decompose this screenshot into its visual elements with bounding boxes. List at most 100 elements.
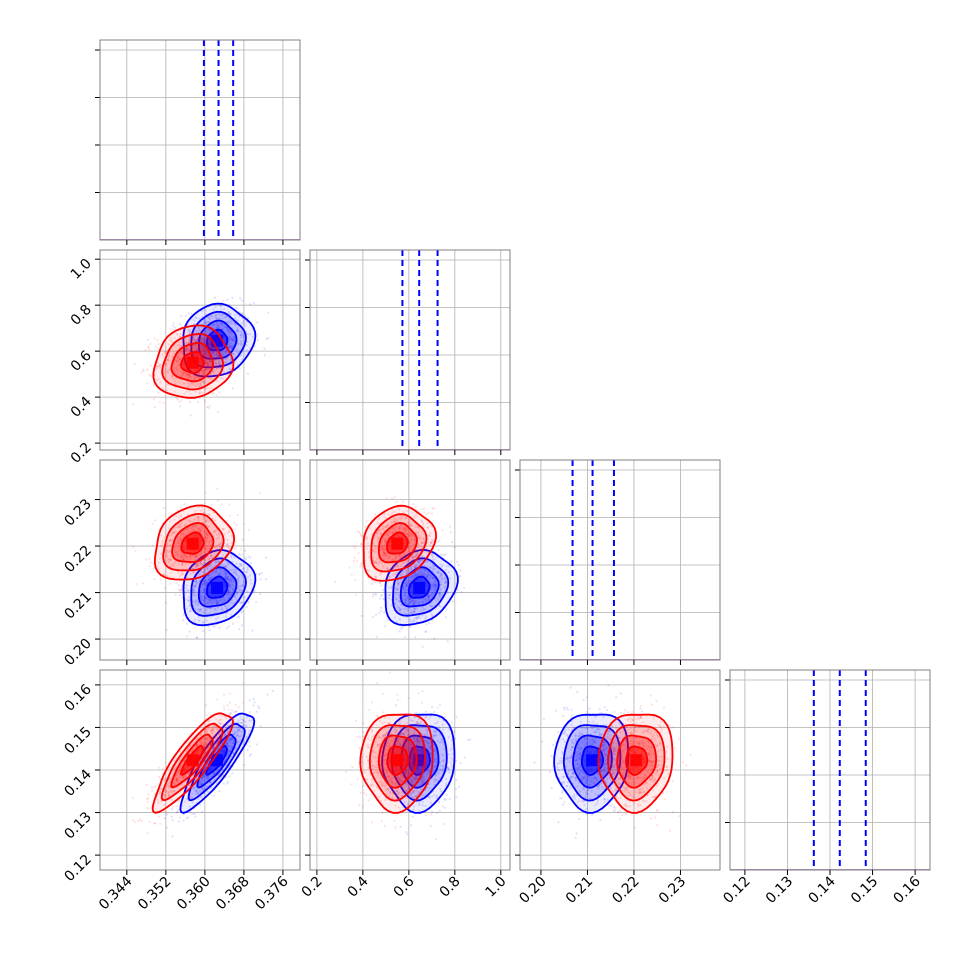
scatter-point — [214, 560, 217, 564]
scatter-point — [207, 525, 210, 528]
y-tick-label: 0.22 — [61, 543, 94, 576]
scatter-point — [410, 611, 413, 615]
scatter-point — [225, 725, 228, 729]
scatter-point — [418, 562, 421, 565]
scatter-point — [393, 528, 396, 531]
scatter-point — [243, 740, 246, 743]
scatter-point — [205, 320, 208, 323]
scatter-point — [199, 562, 202, 565]
scatter-point — [431, 556, 434, 559]
scatter-point — [204, 321, 207, 324]
scatter-point — [189, 382, 192, 385]
scatter-point — [211, 735, 214, 738]
scatter-point — [191, 788, 194, 791]
scatter-point — [226, 752, 229, 755]
scatter-point — [406, 533, 409, 536]
scatter-point — [198, 608, 201, 611]
scatter-point — [186, 532, 189, 535]
scatter-point — [429, 566, 432, 569]
scatter-point — [231, 772, 234, 775]
scatter-point — [166, 371, 170, 374]
scatter-point — [211, 315, 214, 318]
scatter-point — [235, 734, 238, 737]
scatter-point — [394, 595, 397, 598]
scatter-point — [417, 570, 420, 573]
scatter-point — [173, 367, 176, 370]
scatter-point — [189, 348, 192, 351]
scatter-point — [175, 550, 178, 553]
scatter-point — [218, 599, 221, 602]
scatter-point — [410, 534, 413, 538]
scatter-point — [263, 347, 266, 350]
scatter-point — [356, 530, 360, 533]
scatter-point — [202, 348, 205, 351]
scatter-point — [220, 714, 223, 717]
scatter-point — [190, 339, 193, 342]
scatter-point — [199, 803, 202, 806]
scatter-point — [205, 750, 208, 754]
scatter-point — [432, 565, 435, 568]
scatter-point — [179, 536, 182, 540]
scatter-point — [176, 509, 179, 512]
scatter-point — [409, 618, 412, 621]
scatter-point — [373, 581, 376, 584]
scatter-point — [224, 351, 227, 354]
scatter-point — [179, 552, 183, 555]
scatter-point — [199, 554, 202, 557]
scatter-point — [411, 575, 414, 578]
scatter-point — [385, 532, 388, 535]
scatter-point — [228, 514, 231, 517]
scatter-point — [194, 347, 198, 350]
scatter-point — [427, 594, 431, 597]
scatter-point — [227, 344, 230, 347]
scatter-point — [189, 376, 193, 379]
scatter-point — [233, 595, 237, 598]
scatter-point — [209, 567, 212, 570]
scatter-point — [380, 562, 383, 565]
scatter-point — [244, 549, 247, 552]
scatter-point — [218, 567, 221, 570]
scatter-point — [406, 533, 409, 536]
scatter-point — [181, 532, 184, 536]
scatter-point — [172, 377, 175, 380]
scatter-point — [169, 544, 172, 547]
scatter-point — [411, 537, 414, 541]
scatter-point — [237, 719, 240, 722]
scatter-point — [421, 645, 424, 648]
scatter-point — [234, 324, 237, 327]
scatter-point — [415, 531, 418, 534]
scatter-point — [202, 744, 206, 747]
scatter-point — [227, 545, 230, 549]
scatter-point — [230, 568, 233, 572]
scatter-point — [194, 529, 197, 532]
scatter-point — [213, 296, 217, 299]
scatter-point — [169, 549, 172, 553]
scatter-point — [210, 555, 213, 558]
scatter-point — [229, 312, 232, 315]
scatter-point — [206, 535, 209, 538]
scatter-point — [175, 359, 178, 362]
scatter-point — [209, 361, 212, 364]
scatter-point — [210, 346, 213, 349]
scatter-point — [201, 506, 204, 509]
scatter-point — [426, 571, 429, 574]
contour-blue — [205, 575, 229, 599]
scatter-point — [229, 712, 232, 715]
plot-area — [132, 487, 268, 640]
scatter-point — [204, 349, 207, 352]
scatter-point — [209, 359, 212, 362]
scatter-point — [260, 571, 263, 575]
scatter-point — [215, 600, 218, 603]
scatter-point — [397, 606, 400, 609]
scatter-point — [165, 545, 168, 548]
scatter-point — [424, 617, 427, 620]
scatter-point — [184, 372, 187, 375]
scatter-point — [392, 573, 395, 576]
scatter-point — [241, 538, 244, 541]
scatter-point — [383, 525, 386, 528]
scatter-point — [189, 414, 192, 417]
scatter-point — [209, 573, 212, 577]
scatter-point — [179, 574, 182, 577]
scatter-point — [394, 520, 397, 524]
scatter-point — [189, 338, 192, 341]
